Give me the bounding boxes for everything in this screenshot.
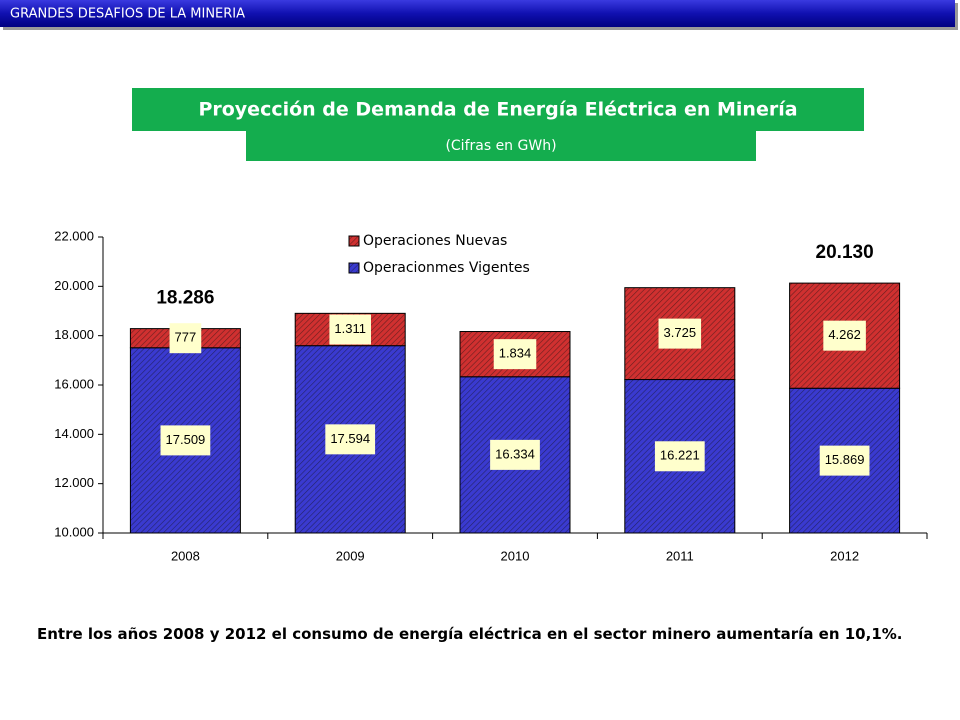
value-label: 17.594 xyxy=(330,431,370,446)
value-label-box xyxy=(819,445,870,476)
value-label: 4.262 xyxy=(828,327,861,342)
y-tick-label: 16.000 xyxy=(54,376,94,391)
title-box xyxy=(132,88,864,131)
x-tick-label: 2012 xyxy=(830,548,859,563)
value-label-box xyxy=(658,318,702,349)
subtitle-box xyxy=(246,131,756,161)
footer-text: Entre los años 2008 y 2012 el consumo de… xyxy=(37,625,903,643)
value-label: 16.221 xyxy=(660,448,700,463)
y-tick-label: 10.000 xyxy=(54,524,94,539)
y-tick-label: 14.000 xyxy=(54,426,94,441)
value-label: 1.834 xyxy=(499,346,532,361)
value-label-box xyxy=(329,314,371,345)
value-label: 1.311 xyxy=(334,321,366,336)
x-tick-label: 2008 xyxy=(171,548,200,563)
x-tick-label: 2011 xyxy=(666,548,694,563)
header-bar xyxy=(0,0,955,27)
value-label: 16.334 xyxy=(495,446,535,461)
legend-swatch xyxy=(348,262,360,274)
value-label: 15.869 xyxy=(825,452,865,467)
y-tick-label: 22.000 xyxy=(54,228,94,243)
header-title: GRANDES DESAFIOS DE LA MINERIA xyxy=(10,7,245,22)
x-tick-label: 2010 xyxy=(501,548,530,563)
x-tick-label: 2009 xyxy=(336,548,365,563)
legend-label: Operacionmes Vigentes xyxy=(363,260,530,276)
y-tick-label: 20.000 xyxy=(54,278,94,293)
legend-label: Operaciones Nuevas xyxy=(363,233,507,249)
value-label-box xyxy=(823,320,866,351)
chart-subtitle: (Cifras en GWh) xyxy=(445,138,556,154)
value-label-box xyxy=(325,424,376,455)
y-tick-label: 18.000 xyxy=(54,327,94,342)
legend-swatch xyxy=(348,235,360,247)
legend-box xyxy=(290,228,598,280)
value-label-box xyxy=(160,425,211,456)
value-label-box xyxy=(654,441,705,472)
value-label: 777 xyxy=(175,330,197,345)
value-label-box xyxy=(493,339,537,370)
chart-title: Proyección de Demanda de Energía Eléctri… xyxy=(198,99,797,121)
total-label: 18.286 xyxy=(156,288,214,309)
total-label: 20.130 xyxy=(816,242,874,263)
value-label-box xyxy=(490,439,540,470)
y-tick-label: 12.000 xyxy=(54,475,94,490)
value-label-box xyxy=(169,323,202,354)
value-label: 3.725 xyxy=(664,325,697,340)
value-label: 17.509 xyxy=(166,432,206,447)
